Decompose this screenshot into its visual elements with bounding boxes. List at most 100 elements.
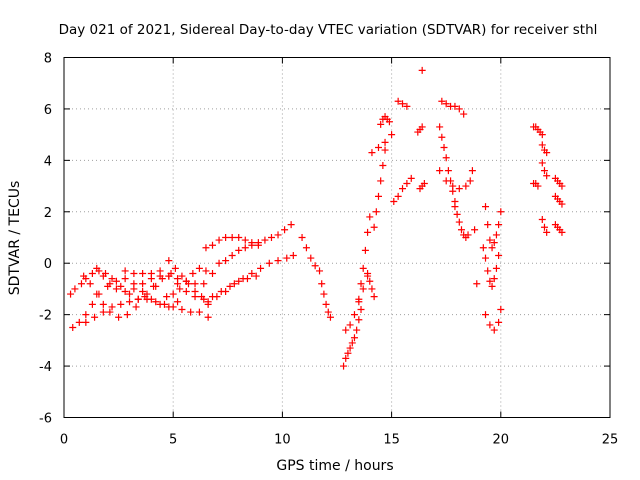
data-point bbox=[209, 241, 217, 249]
data-point bbox=[479, 244, 487, 252]
data-point bbox=[340, 362, 348, 370]
data-point bbox=[75, 318, 83, 326]
data-point bbox=[364, 228, 372, 236]
data-point bbox=[359, 264, 367, 272]
y-axis-label: SDTVAR / TECUs bbox=[7, 181, 23, 296]
data-point bbox=[558, 200, 566, 208]
data-point bbox=[407, 174, 415, 182]
data-point bbox=[364, 270, 372, 277]
data-point bbox=[241, 244, 249, 252]
data-point bbox=[492, 264, 500, 272]
data-point bbox=[377, 177, 385, 185]
data-point bbox=[108, 275, 116, 283]
data-point bbox=[324, 308, 332, 316]
data-point bbox=[346, 321, 354, 329]
data-point bbox=[366, 213, 374, 221]
data-point bbox=[370, 223, 378, 231]
series-arc-38 bbox=[538, 216, 551, 236]
data-point bbox=[123, 311, 131, 319]
data-point bbox=[209, 270, 217, 277]
data-point bbox=[311, 262, 319, 270]
series-arc-13 bbox=[318, 280, 334, 321]
data-point bbox=[377, 120, 385, 128]
data-point bbox=[176, 285, 184, 293]
data-point bbox=[462, 182, 470, 190]
data-point bbox=[543, 149, 551, 157]
series-arc-24 bbox=[416, 180, 428, 193]
data-point bbox=[261, 236, 269, 244]
data-point bbox=[355, 295, 363, 303]
data-point bbox=[346, 344, 354, 352]
plot-frame bbox=[63, 57, 611, 418]
x-axis-label: GPS time / hours bbox=[276, 458, 393, 474]
y-tick-label: 8 bbox=[44, 52, 52, 67]
data-point bbox=[200, 280, 208, 288]
data-point bbox=[372, 208, 380, 216]
data-point bbox=[132, 303, 140, 311]
data-point bbox=[453, 210, 461, 218]
x-tick-label: 5 bbox=[169, 433, 177, 448]
series-arc-17 bbox=[364, 270, 378, 301]
data-point bbox=[464, 231, 472, 239]
data-point bbox=[449, 182, 457, 190]
data-point bbox=[215, 259, 223, 267]
data-point bbox=[468, 167, 476, 175]
data-point bbox=[442, 154, 450, 162]
data-point bbox=[93, 264, 101, 272]
series-arc-23 bbox=[414, 123, 426, 136]
data-point bbox=[484, 221, 492, 229]
data-point bbox=[357, 306, 365, 313]
data-point bbox=[228, 252, 236, 259]
data-point bbox=[274, 231, 282, 239]
data-point bbox=[241, 236, 249, 244]
axis-ticks bbox=[63, 57, 611, 418]
data-point bbox=[126, 298, 134, 306]
x-tick-label: 10 bbox=[274, 433, 291, 448]
data-point bbox=[455, 185, 463, 193]
data-point bbox=[403, 102, 411, 110]
data-point bbox=[344, 349, 352, 357]
data-point bbox=[134, 295, 142, 303]
data-point bbox=[538, 216, 546, 223]
data-point bbox=[265, 259, 273, 267]
data-point bbox=[160, 300, 168, 308]
series-arc-18 bbox=[370, 146, 389, 231]
data-point bbox=[71, 285, 79, 293]
data-point bbox=[403, 180, 411, 187]
data-point bbox=[178, 272, 186, 280]
series-arc-39 bbox=[551, 174, 566, 190]
series-arc-34 bbox=[530, 123, 546, 139]
data-point bbox=[191, 288, 199, 295]
data-point bbox=[152, 298, 160, 306]
data-point bbox=[178, 306, 186, 313]
data-point bbox=[143, 295, 151, 303]
data-point bbox=[438, 97, 446, 105]
data-point bbox=[488, 244, 496, 252]
data-point bbox=[130, 270, 138, 277]
data-point bbox=[374, 144, 382, 151]
data-point bbox=[169, 290, 177, 298]
data-point bbox=[342, 326, 350, 334]
data-point bbox=[355, 316, 363, 324]
x-tick-label: 15 bbox=[383, 433, 400, 448]
data-point bbox=[302, 244, 310, 252]
data-point bbox=[289, 252, 297, 259]
data-point bbox=[248, 239, 256, 247]
data-point bbox=[442, 177, 450, 185]
data-point bbox=[257, 264, 265, 272]
data-point bbox=[150, 282, 158, 290]
data-point bbox=[235, 234, 243, 241]
data-point bbox=[482, 203, 490, 211]
data-point bbox=[126, 290, 134, 298]
data-point bbox=[106, 280, 114, 288]
data-point bbox=[394, 192, 402, 200]
series-arc-5 bbox=[93, 264, 208, 295]
data-point bbox=[115, 313, 123, 321]
data-point bbox=[222, 288, 230, 295]
data-point bbox=[538, 159, 546, 167]
series-arc-22 bbox=[394, 97, 411, 110]
data-point bbox=[99, 272, 107, 280]
data-point bbox=[495, 252, 503, 259]
y-tick-label: 2 bbox=[44, 206, 52, 221]
data-point bbox=[381, 138, 389, 146]
